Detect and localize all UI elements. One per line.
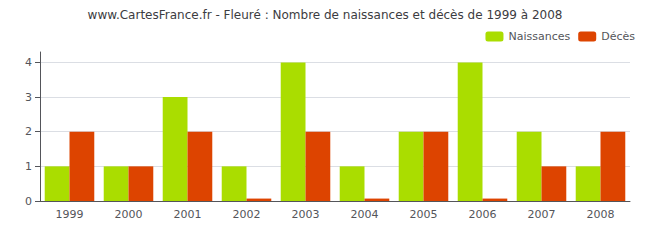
svg-text:2007: 2007	[528, 208, 556, 221]
svg-text:2001: 2001	[174, 208, 202, 221]
svg-text:2003: 2003	[292, 208, 320, 221]
svg-text:1: 1	[25, 160, 32, 173]
svg-text:0: 0	[25, 195, 32, 208]
svg-text:Décès: Décès	[601, 30, 635, 43]
svg-text:Naissances: Naissances	[508, 30, 570, 43]
svg-text:2: 2	[25, 125, 32, 138]
svg-text:2002: 2002	[233, 208, 261, 221]
svg-text:2000: 2000	[115, 208, 143, 221]
svg-text:2005: 2005	[410, 208, 438, 221]
svg-text:2004: 2004	[351, 208, 379, 221]
svg-text:3: 3	[25, 91, 32, 104]
svg-text:2008: 2008	[587, 208, 615, 221]
svg-text:www.CartesFrance.fr - Fleuré :: www.CartesFrance.fr - Fleuré : Nombre de…	[88, 8, 563, 22]
svg-text:4: 4	[25, 56, 32, 69]
svg-text:1999: 1999	[56, 208, 84, 221]
svg-text:2006: 2006	[469, 208, 497, 221]
